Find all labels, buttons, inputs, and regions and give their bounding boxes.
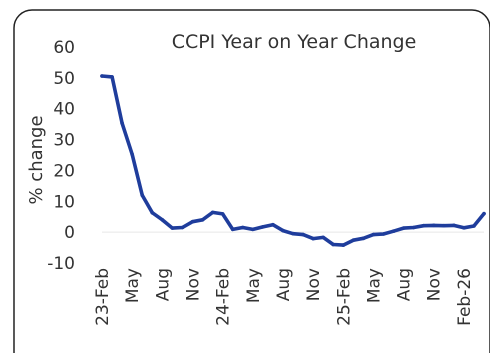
y-axis-label: % change (26, 115, 47, 204)
data-point (140, 193, 145, 197)
x-tick-label: May (244, 268, 264, 303)
data-point (401, 226, 406, 230)
data-point (472, 224, 476, 228)
data-point (200, 218, 205, 222)
data-point (381, 232, 386, 236)
data-point (411, 225, 416, 230)
data-point (281, 228, 285, 233)
data-point (301, 232, 305, 237)
data-point (371, 232, 376, 237)
x-tick-label: Nov (304, 268, 324, 301)
data-point (431, 223, 436, 228)
x-tick-label: Aug (395, 268, 415, 301)
data-point (120, 121, 124, 126)
x-tick-label: 24-Feb (214, 268, 234, 326)
data-point (230, 227, 235, 232)
data-point (261, 225, 265, 229)
data-point (170, 226, 175, 230)
x-tick-label: May (123, 268, 143, 303)
y-tick-label: 10 (53, 192, 75, 212)
y-axis-ticks: 60 50 40 30 20 10 0 -10 (47, 38, 75, 274)
data-point (452, 223, 456, 228)
data-point (271, 222, 275, 227)
data-point (321, 235, 325, 240)
y-tick-label: 50 (53, 69, 75, 89)
data-points (100, 74, 486, 247)
data-point (291, 231, 295, 236)
x-tick-label: 23-Feb (93, 268, 113, 326)
x-tick-label: Nov (183, 268, 203, 301)
data-point (160, 218, 165, 222)
y-tick-label: -10 (47, 254, 75, 274)
data-point (482, 211, 486, 216)
data-point (391, 229, 396, 234)
data-point (240, 225, 245, 230)
x-tick-label: Aug (274, 268, 294, 301)
data-point (110, 75, 114, 79)
y-tick-label: 40 (53, 100, 75, 120)
data-point (150, 210, 155, 215)
data-point (100, 74, 104, 78)
y-tick-label: 30 (53, 131, 75, 151)
x-tick-label: Feb-26 (455, 268, 475, 326)
chart-border (13, 9, 490, 357)
x-tick-label: Aug (153, 268, 173, 301)
y-tick-label: 60 (53, 38, 75, 58)
data-point (190, 219, 195, 224)
data-point (130, 152, 134, 157)
x-tick-label: 25-Feb (334, 268, 354, 326)
data-point (220, 212, 225, 216)
data-point (341, 243, 346, 247)
x-tick-label: Nov (425, 268, 445, 301)
data-point (441, 223, 446, 228)
y-tick-label: 0 (64, 223, 75, 243)
data-point (210, 210, 215, 215)
data-point (331, 242, 336, 247)
y-tick-label: 20 (53, 161, 75, 181)
data-point (462, 226, 466, 230)
x-axis-ticks: 23-Feb May Aug Nov 24-Feb May Aug Nov 25-Feb May A… (93, 268, 475, 326)
data-point (351, 238, 356, 242)
data-point (421, 223, 426, 228)
data-point (311, 236, 315, 241)
data-point (361, 236, 366, 241)
data-point (180, 225, 185, 230)
data-point (250, 227, 255, 232)
x-tick-label: May (364, 268, 384, 303)
chart-title: CCPI Year on Year Change (172, 31, 417, 53)
